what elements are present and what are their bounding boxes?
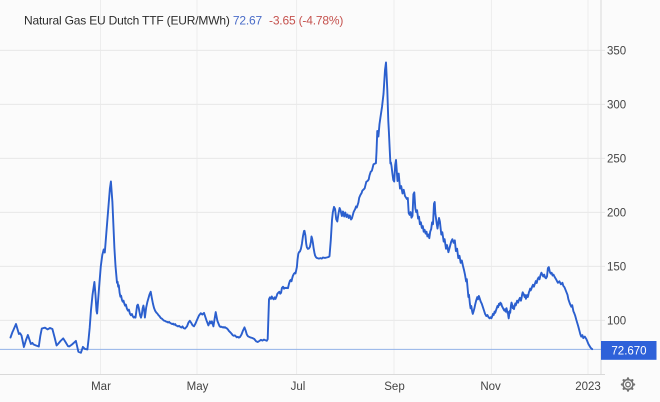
svg-text:Nov: Nov bbox=[480, 381, 501, 393]
svg-text:Natural Gas EU Dutch TTF (EUR/: Natural Gas EU Dutch TTF (EUR/MWh) 72.67… bbox=[24, 14, 343, 28]
svg-text:200: 200 bbox=[607, 207, 626, 219]
svg-text:250: 250 bbox=[607, 153, 626, 165]
svg-text:Mar: Mar bbox=[91, 381, 111, 393]
svg-text:72.670: 72.670 bbox=[611, 345, 646, 357]
svg-text:350: 350 bbox=[607, 45, 626, 57]
svg-text:100: 100 bbox=[607, 315, 626, 327]
svg-text:Jul: Jul bbox=[291, 381, 306, 393]
svg-text:150: 150 bbox=[607, 261, 626, 273]
svg-text:2023: 2023 bbox=[575, 381, 601, 393]
svg-text:May: May bbox=[187, 381, 209, 393]
svg-text:300: 300 bbox=[607, 99, 626, 111]
svg-text:Sep: Sep bbox=[384, 381, 404, 393]
